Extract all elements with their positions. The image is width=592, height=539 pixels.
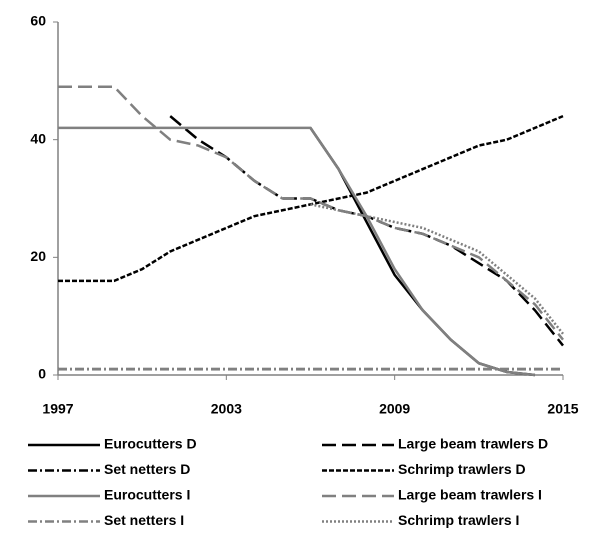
legend-label: Large beam trawlers D — [398, 436, 548, 452]
y-tick-label: 40 — [30, 130, 46, 146]
y-tick-label: 0 — [38, 366, 46, 382]
series-line — [309, 127, 536, 377]
series-line — [58, 126, 536, 377]
series-line — [58, 85, 564, 341]
series-line — [169, 115, 564, 347]
y-tick-label: 60 — [30, 13, 46, 29]
x-tick-label: 2003 — [211, 401, 242, 417]
legend-label: Set netters D — [104, 461, 190, 477]
series-line — [310, 203, 564, 335]
legend-label: Eurocutters I — [104, 487, 190, 503]
x-tick-label: 2015 — [547, 401, 578, 417]
legend-label: Schrimp trawlers I — [398, 512, 519, 528]
legend-label: Eurocutters D — [104, 436, 197, 452]
legend-label: Schrimp trawlers D — [398, 461, 526, 477]
legend-label: Set netters I — [104, 512, 184, 528]
legend-label: Large beam trawlers I — [398, 487, 542, 503]
x-tick-label: 1997 — [42, 401, 73, 417]
x-tick-label: 2009 — [379, 401, 410, 417]
y-tick-label: 20 — [30, 248, 46, 264]
series-line — [58, 114, 564, 283]
